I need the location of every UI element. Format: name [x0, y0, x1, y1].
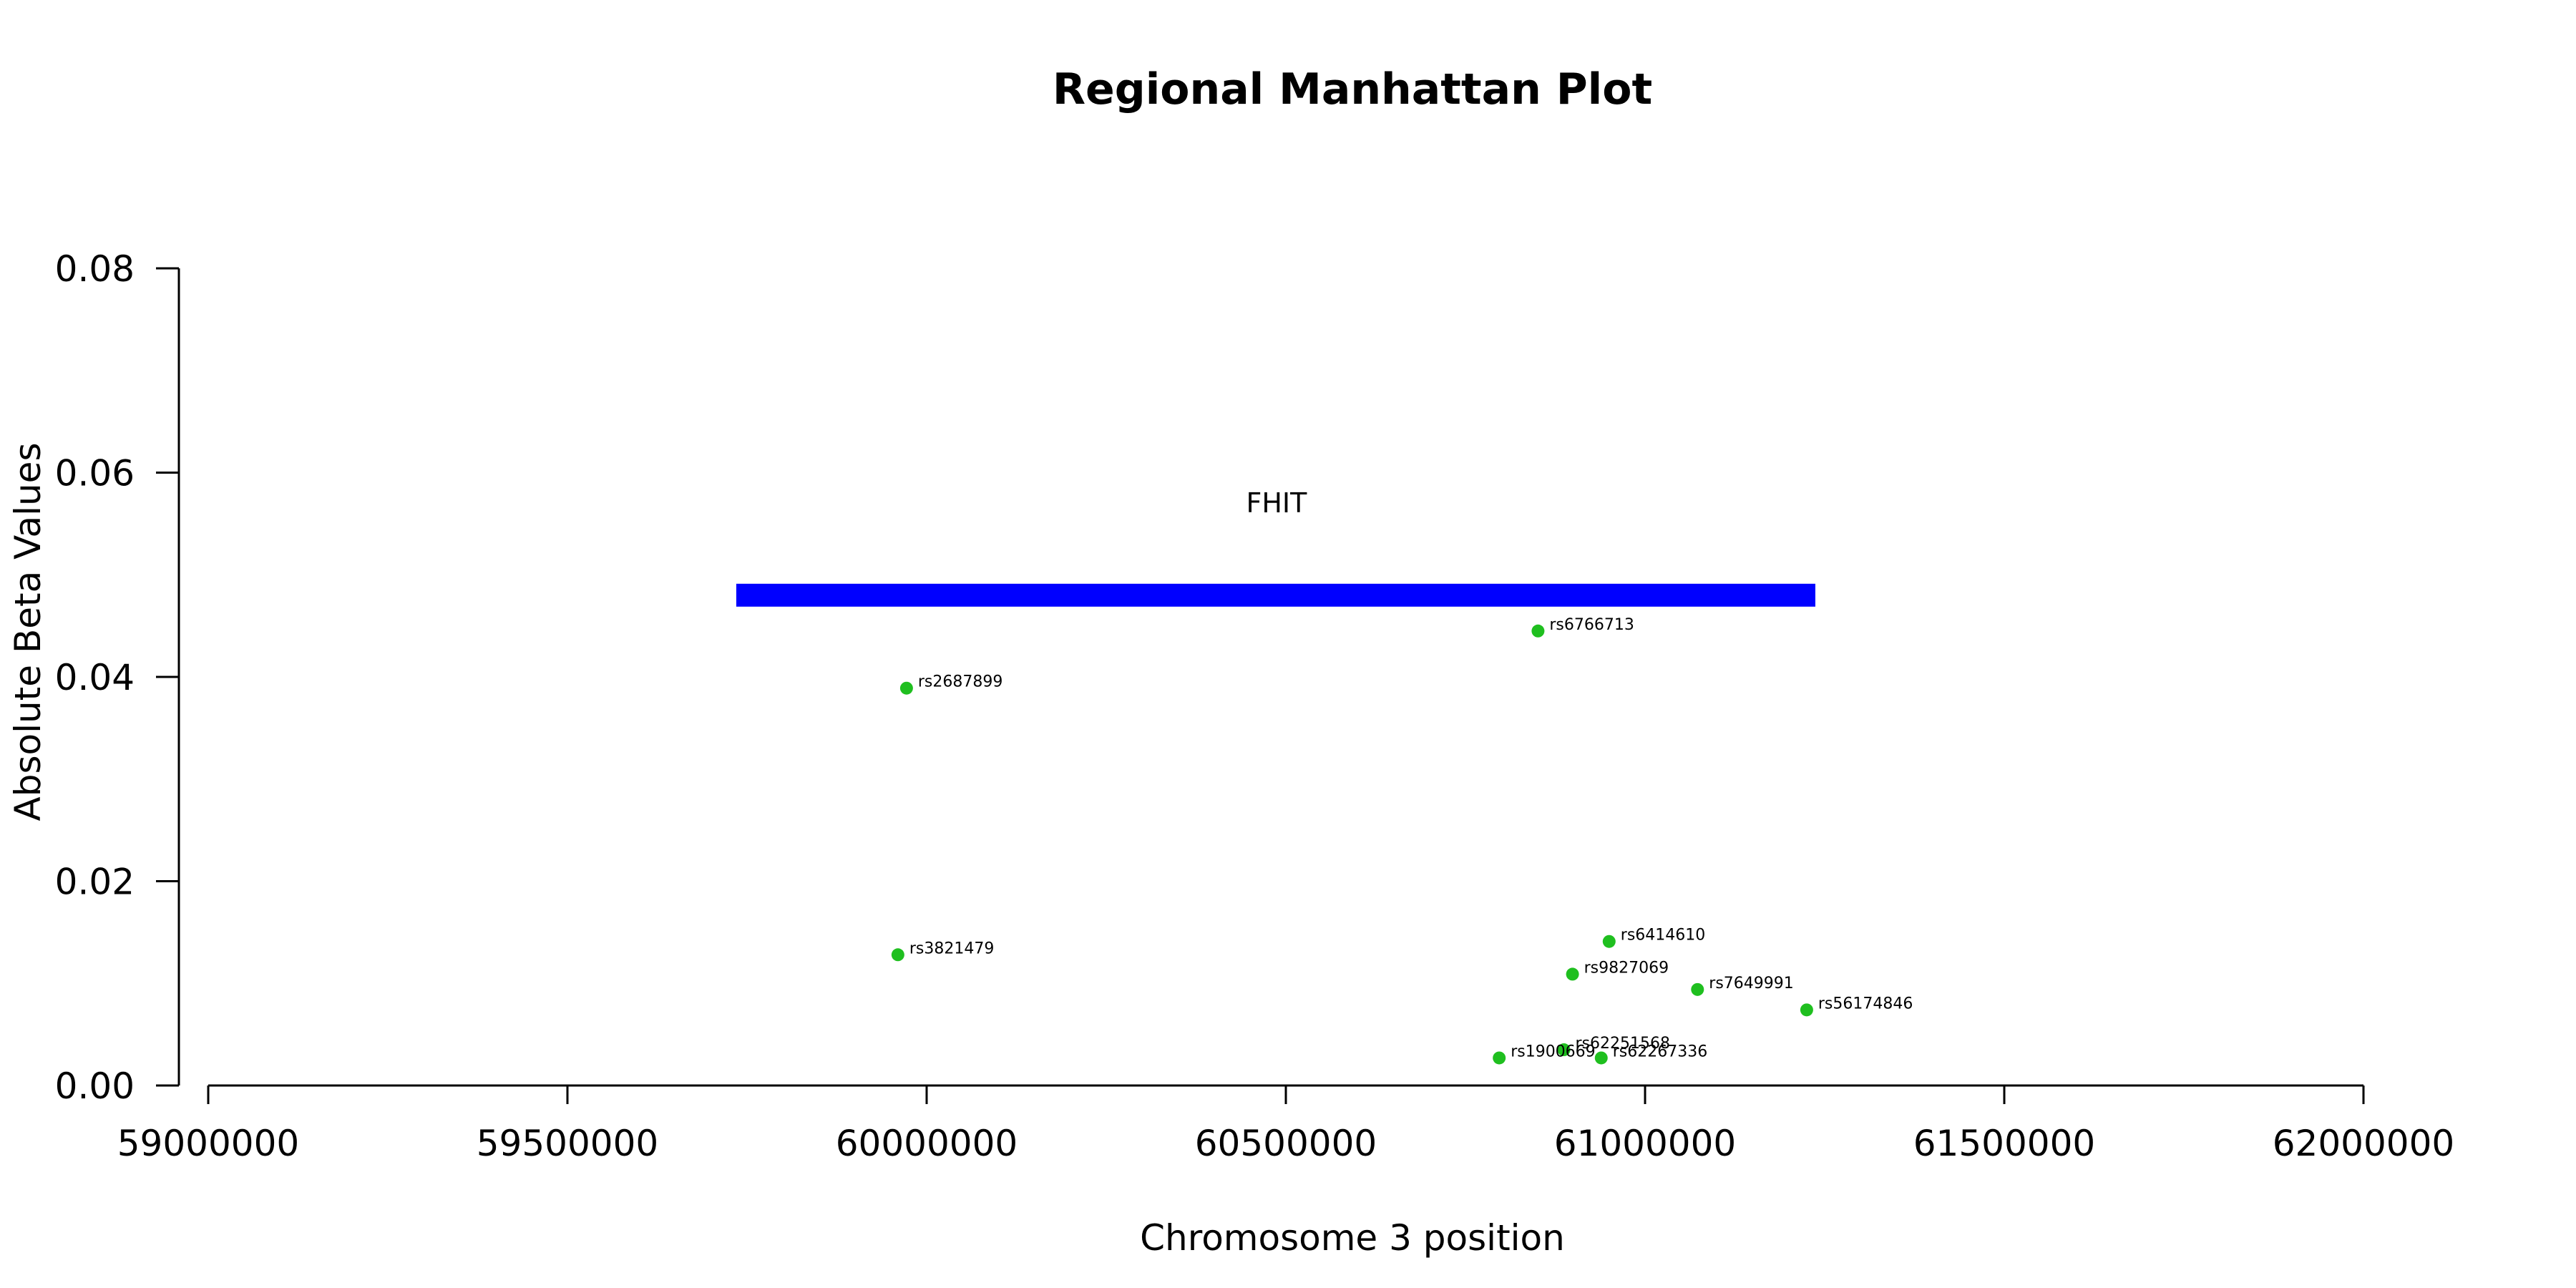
snp-point [1602, 935, 1616, 948]
chart-title: Regional Manhattan Plot [1053, 64, 1652, 114]
snp-label: rs1900669 [1511, 1043, 1596, 1060]
snp-point [1691, 982, 1704, 996]
y-axis-label: Absolute Beta Values [7, 443, 49, 821]
snp-label: rs62267336 [1613, 1043, 1707, 1060]
x-tick-label: 61500000 [1913, 1123, 2096, 1164]
gene-bar [736, 583, 1815, 607]
y-tick-label: 0.00 [55, 1065, 135, 1107]
snp-point [1566, 967, 1579, 981]
data-points: rs2687899 rs3821479 rs6766713 rs6414610 rs98… [891, 616, 1913, 1065]
x-tick-label: 61000000 [1554, 1123, 1737, 1164]
snp-label: rs56174846 [1818, 995, 1913, 1013]
snp-label: rs3821479 [909, 940, 995, 957]
y-tick-label: 0.06 [55, 453, 135, 494]
snp-point [1493, 1051, 1506, 1065]
snp-point [1531, 624, 1545, 638]
gene-track: FHIT [736, 487, 1815, 607]
axes: 59000000 59500000 60000000 60500000 61000000… [55, 248, 2455, 1164]
snp-label: rs7649991 [1709, 975, 1794, 992]
snp-label: rs6766713 [1549, 616, 1634, 634]
snp-label: rs2687899 [918, 673, 1003, 691]
snp-label: rs6414610 [1621, 927, 1706, 945]
x-tick-label: 59500000 [477, 1123, 659, 1164]
snp-label: rs9827069 [1584, 959, 1669, 977]
x-axis-label: Chromosome 3 position [1140, 1217, 1565, 1259]
y-tick-label: 0.04 [55, 657, 135, 698]
x-tick-label: 60000000 [836, 1123, 1018, 1164]
x-tick-label: 62000000 [2273, 1123, 2455, 1164]
x-tick-label: 60500000 [1195, 1123, 1377, 1164]
snp-point [899, 681, 913, 695]
snp-point [1594, 1051, 1608, 1065]
snp-point [891, 948, 904, 962]
x-tick-label: 59000000 [117, 1123, 300, 1164]
gene-label: FHIT [1246, 487, 1308, 519]
y-tick-label: 0.02 [55, 862, 135, 903]
snp-point [1557, 1043, 1571, 1057]
y-tick-label: 0.08 [55, 248, 135, 290]
snp-point [1800, 1003, 1813, 1017]
snp-label: rs62251568 [1576, 1035, 1670, 1053]
